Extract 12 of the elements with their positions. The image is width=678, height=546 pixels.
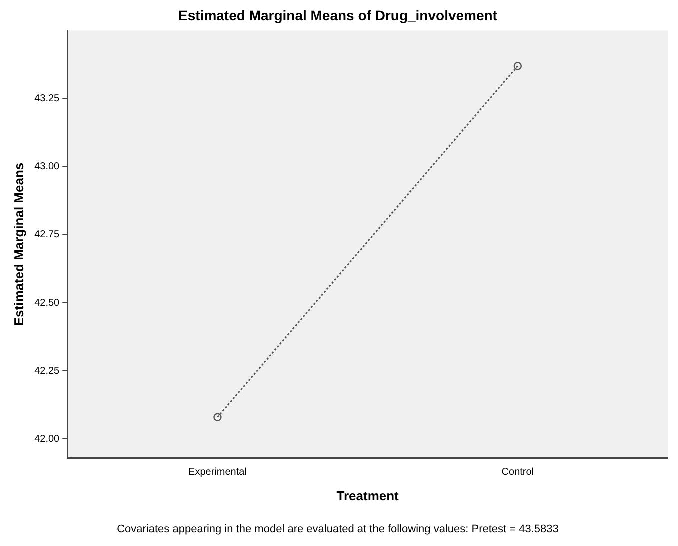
y-tick-label: 43.25 — [34, 94, 60, 105]
x-tick-label: Experimental — [188, 466, 247, 478]
y-tick-label: 43.00 — [34, 162, 60, 173]
x-axis-title: Treatment — [336, 488, 400, 504]
y-tick-label: 42.50 — [34, 298, 60, 309]
y-tick-label: 42.75 — [34, 230, 60, 241]
chart-title: Estimated Marginal Means of Drug_involvement — [178, 7, 498, 24]
y-tick-label: 42.25 — [34, 366, 60, 377]
y-axis-title: Estimated Marginal Means — [11, 162, 26, 326]
text: Covariates appearing in the model are evaluated at the following values: Pretest = 43.5833 — [117, 523, 559, 536]
x-tick-label: Control — [502, 466, 534, 478]
y-tick-label: 42.00 — [34, 434, 60, 445]
